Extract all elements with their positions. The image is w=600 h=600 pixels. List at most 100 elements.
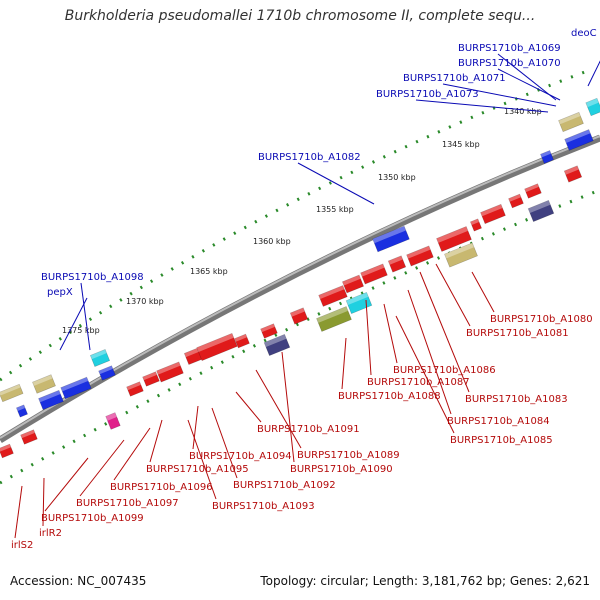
reverse-gene-label[interactable]: BURPS1710b_A1087 [367, 377, 470, 388]
forward-gene-label[interactable]: deoC [571, 28, 597, 39]
gene-arrow[interactable] [89, 349, 111, 367]
reverse-gene-label[interactable]: BURPS1710b_A1088 [338, 391, 441, 402]
gene-arrow[interactable] [342, 274, 364, 294]
gene-arrow[interactable] [196, 333, 238, 361]
gene-arrow[interactable] [0, 383, 24, 403]
gene-arrow[interactable] [563, 165, 583, 183]
reverse-gene-label[interactable]: BURPS1710b_A1081 [466, 328, 569, 339]
reverse-gene-label[interactable]: BURPS1710b_A1086 [393, 365, 496, 376]
gene-arrow[interactable] [585, 97, 600, 117]
scale-label: 1375 kbp [62, 326, 100, 335]
reverse-gene-label[interactable]: BURPS1710b_A1097 [76, 498, 179, 509]
label-leader-line [255, 369, 302, 449]
label-leader-line [415, 99, 549, 113]
gene-arrow[interactable] [540, 150, 554, 164]
label-leader-line [44, 457, 89, 512]
reverse-gene-label[interactable]: BURPS1710b_A1092 [233, 480, 336, 491]
forward-gene-label[interactable]: BURPS1710b_A1098 [41, 272, 144, 283]
reverse-gene-label[interactable]: BURPS1710b_A1095 [146, 464, 249, 475]
gene-arrow[interactable] [480, 203, 506, 225]
reverse-gene-label[interactable]: BURPS1710b_A1096 [110, 482, 213, 493]
gene-arrow[interactable] [0, 443, 14, 459]
gene-arrow[interactable] [318, 285, 348, 307]
gene-arrow[interactable] [234, 333, 250, 349]
label-leader-line [365, 299, 372, 376]
gene-arrow[interactable] [260, 323, 278, 339]
reverse-gene-label[interactable]: BURPS1710b_A1089 [297, 450, 400, 461]
chromosome-backbone-highlight [0, 135, 600, 439]
gene-arrow[interactable] [360, 263, 388, 285]
gene-arrow[interactable] [372, 225, 410, 253]
label-leader-line [587, 60, 600, 87]
label-leader-line [297, 162, 375, 205]
gene-arrow[interactable] [98, 365, 116, 381]
gene-arrow[interactable] [60, 376, 92, 400]
label-leader-line [383, 303, 398, 364]
gene-arrow[interactable] [142, 371, 160, 387]
gene-arrow[interactable] [289, 307, 309, 325]
scale-label: 1360 kbp [253, 237, 291, 246]
label-leader-line [435, 263, 471, 327]
forward-gene-label[interactable]: BURPS1710b_A1070 [458, 58, 561, 69]
gene-labels: deoC BURPS1710b_A1069 BURPS1710b_A1070 BURP… [11, 28, 600, 551]
label-leader-line [395, 315, 455, 434]
gene-arrow[interactable] [564, 129, 594, 151]
forward-gene-label[interactable]: BURPS1710b_A1069 [458, 43, 561, 54]
reverse-gene-label[interactable]: irlS2 [11, 540, 33, 551]
reverse-gene-label[interactable]: BURPS1710b_A1084 [447, 416, 550, 427]
gene-arrow[interactable] [470, 218, 482, 232]
gene-arrow[interactable] [105, 412, 121, 430]
forward-gene-label[interactable]: BURPS1710b_A1073 [376, 89, 479, 100]
reverse-gene-label[interactable]: BURPS1710b_A1080 [490, 314, 593, 325]
label-leader-line [59, 297, 88, 351]
gene-arrow[interactable] [436, 226, 472, 252]
label-leader-line [442, 83, 557, 107]
gene-arrow[interactable] [16, 404, 28, 418]
label-leader-line [341, 337, 347, 390]
label-leader-line [149, 419, 163, 463]
gene-arrow[interactable] [345, 291, 373, 315]
gene-arrow[interactable] [406, 245, 434, 267]
gene-arrow[interactable] [444, 242, 478, 268]
label-leader-line [407, 289, 452, 415]
reverse-gene-label[interactable]: BURPS1710b_A1094 [189, 451, 292, 462]
reverse-gene-label[interactable]: BURPS1710b_A1091 [257, 424, 360, 435]
forward-gene-label[interactable]: BURPS1710b_A1071 [403, 73, 506, 84]
gene-arrow[interactable] [263, 333, 291, 357]
scale-label: 1345 kbp [442, 140, 480, 149]
forward-gene-label[interactable]: pepX [47, 287, 73, 298]
label-leader-line [42, 477, 45, 527]
gene-arrow[interactable] [38, 389, 64, 411]
label-leader-line [192, 405, 199, 450]
gene-arrow[interactable] [156, 361, 184, 383]
reverse-gene-label[interactable]: BURPS1710b_A1083 [465, 394, 568, 405]
scale-label: 1350 kbp [378, 173, 416, 182]
label-leader-line [211, 407, 238, 479]
label-leader-line [471, 271, 495, 313]
scale-label: 1340 kbp [504, 107, 542, 116]
gene-arrow[interactable] [316, 306, 352, 332]
reverse-gene-label[interactable]: BURPS1710b_A1099 [41, 513, 144, 524]
label-leader-line [113, 427, 151, 481]
reverse-gene-label[interactable]: irlR2 [39, 528, 62, 539]
scale-labels: 1340 kbp 1345 kbp 1350 kbp 1355 kbp 1360 kbp… [62, 107, 542, 335]
map-title: Burkholderia pseudomallei 1710b chromoso… [64, 8, 536, 24]
gene-arrow[interactable] [558, 111, 584, 133]
gene-arrow[interactable] [126, 381, 144, 397]
label-leader-line [80, 282, 91, 351]
gene-arrow[interactable] [20, 429, 38, 445]
forward-gene-label[interactable]: BURPS1710b_A1082 [258, 152, 361, 163]
gene-arrow[interactable] [32, 374, 56, 394]
label-leader-line [497, 68, 561, 101]
reverse-gene-label[interactable]: BURPS1710b_A1093 [212, 501, 315, 512]
label-leader-line [79, 439, 125, 497]
label-leader-line [235, 391, 262, 423]
gene-arrow[interactable] [508, 193, 524, 209]
reverse-gene-label[interactable]: BURPS1710b_A1090 [290, 464, 393, 475]
reverse-gene-label[interactable]: BURPS1710b_A1085 [450, 435, 553, 446]
gene-arrow[interactable] [524, 183, 542, 199]
label-leader-line [497, 53, 557, 101]
gene-arrow[interactable] [527, 199, 555, 223]
gene-arrow[interactable] [387, 255, 407, 273]
